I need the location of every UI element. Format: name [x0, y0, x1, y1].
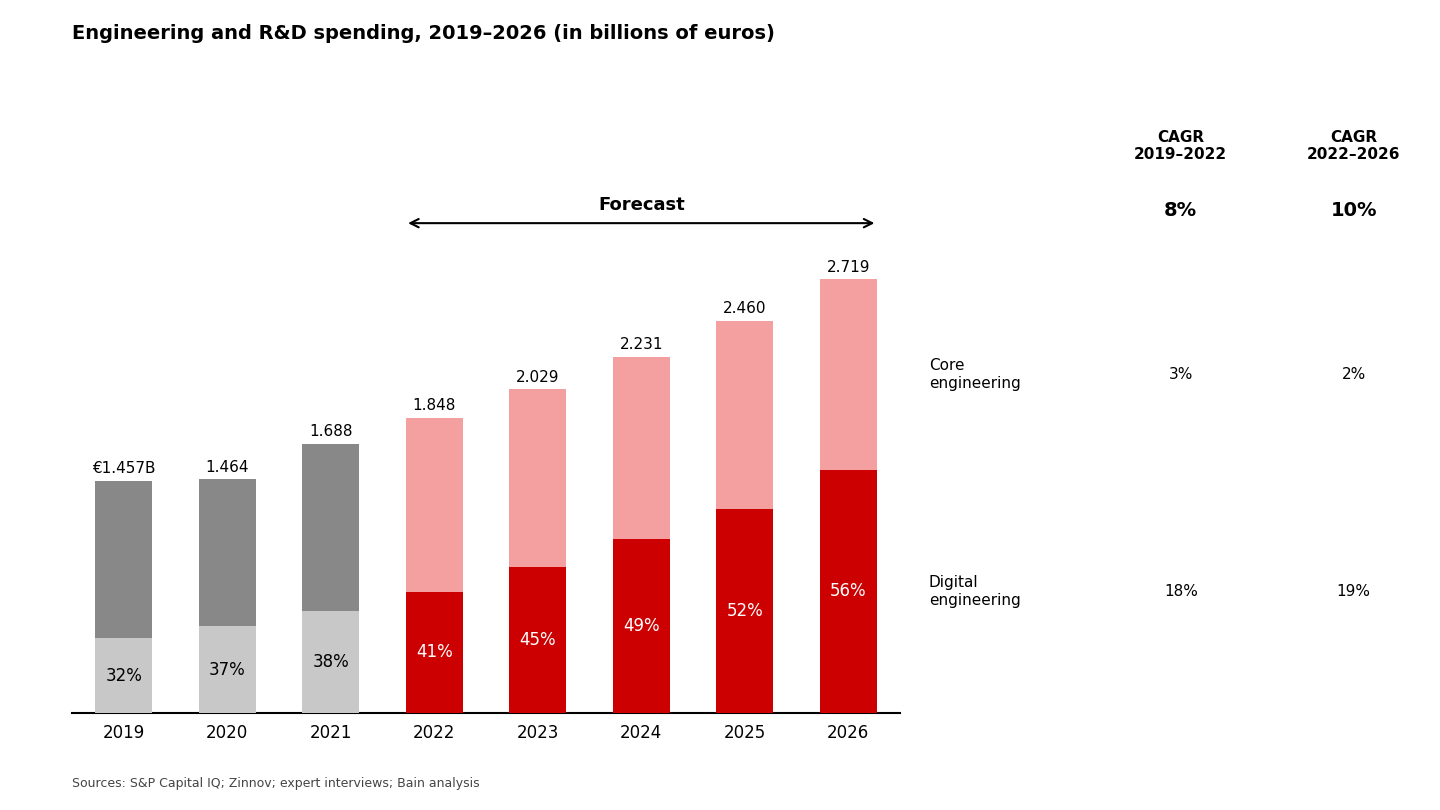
Bar	[819, 470, 877, 713]
Text: 18%: 18%	[1164, 584, 1198, 599]
Text: Digital
engineering: Digital engineering	[929, 575, 1021, 608]
Text: 2.460: 2.460	[723, 301, 766, 316]
Bar	[406, 592, 462, 713]
Bar	[95, 480, 153, 638]
Text: 2%: 2%	[1342, 367, 1365, 382]
Text: 45%: 45%	[520, 631, 556, 649]
Text: 3%: 3%	[1169, 367, 1192, 382]
Text: 38%: 38%	[312, 653, 348, 671]
Bar	[302, 611, 359, 713]
Text: Engineering and R&D spending, 2019–2026 (in billions of euros): Engineering and R&D spending, 2019–2026 …	[72, 24, 775, 43]
Text: 37%: 37%	[209, 661, 246, 679]
Text: 1.848: 1.848	[413, 399, 456, 413]
Text: Forecast: Forecast	[598, 195, 684, 214]
Text: 41%: 41%	[416, 643, 452, 662]
Text: 2.719: 2.719	[827, 259, 870, 275]
Bar	[302, 444, 359, 611]
Text: 52%: 52%	[726, 602, 763, 620]
Bar	[510, 390, 566, 567]
Text: 56%: 56%	[829, 582, 867, 600]
Text: 1.688: 1.688	[310, 424, 353, 439]
Text: 49%: 49%	[624, 616, 660, 635]
Text: 19%: 19%	[1336, 584, 1371, 599]
Bar	[613, 357, 670, 539]
Text: 1.464: 1.464	[206, 459, 249, 475]
Bar	[819, 279, 877, 470]
Text: 2.231: 2.231	[619, 337, 662, 352]
Bar	[613, 539, 670, 713]
Bar	[406, 418, 462, 592]
Text: CAGR
2019–2022: CAGR 2019–2022	[1135, 130, 1227, 162]
Bar	[199, 480, 256, 626]
Bar	[199, 626, 256, 713]
Text: 10%: 10%	[1331, 201, 1377, 220]
Text: 32%: 32%	[105, 667, 143, 684]
Text: Sources: S&P Capital IQ; Zinnov; expert interviews; Bain analysis: Sources: S&P Capital IQ; Zinnov; expert …	[72, 777, 480, 790]
Bar	[716, 321, 773, 509]
Text: 2.029: 2.029	[516, 369, 560, 385]
Text: 8%: 8%	[1164, 201, 1198, 220]
Bar	[95, 638, 153, 713]
Text: Core
engineering: Core engineering	[929, 359, 1021, 391]
Text: €1.457B: €1.457B	[92, 461, 156, 475]
Text: CAGR
2022–2026: CAGR 2022–2026	[1308, 130, 1400, 162]
Bar	[510, 567, 566, 713]
Bar	[716, 509, 773, 713]
